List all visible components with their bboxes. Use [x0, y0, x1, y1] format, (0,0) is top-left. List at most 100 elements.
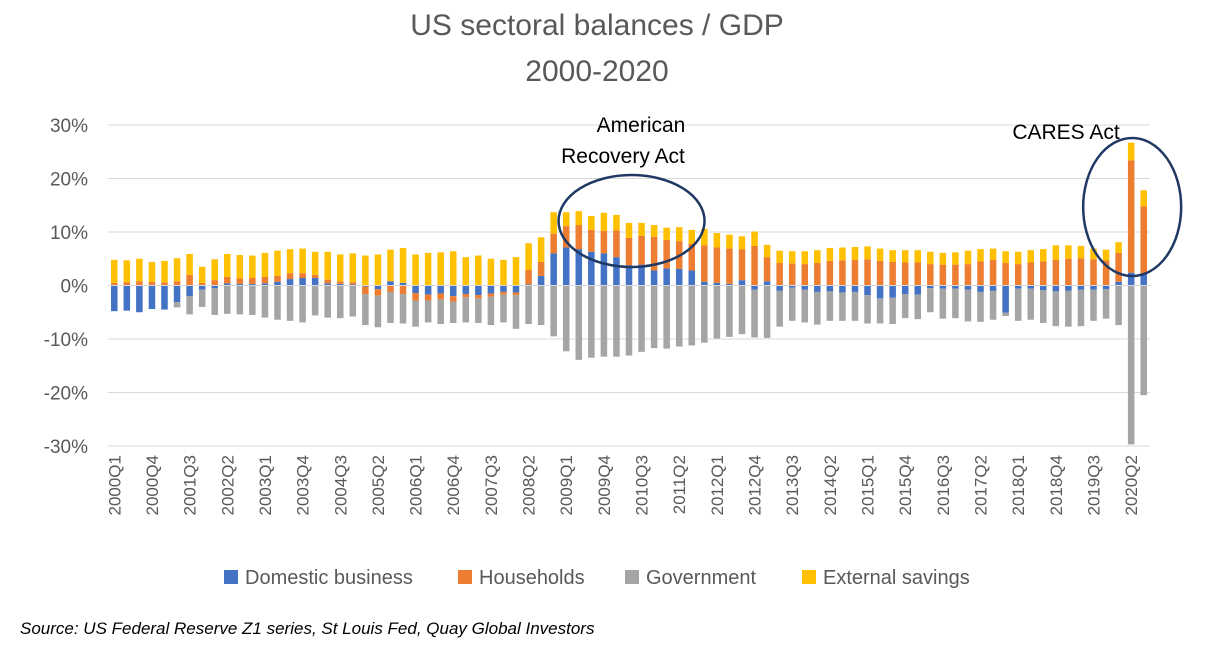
bar-households: [1102, 260, 1110, 286]
bar-households: [663, 240, 670, 269]
bar-households: [839, 260, 846, 286]
bar-external-savings: [939, 252, 947, 265]
bar-households: [136, 281, 143, 286]
bar-external-savings: [550, 212, 557, 234]
bar-domestic-business: [136, 285, 143, 313]
bar-domestic-business: [1052, 285, 1060, 292]
bar-households: [311, 274, 319, 279]
bar-domestic-business: [1014, 285, 1022, 289]
bar-government: [512, 295, 520, 329]
bar-households: [525, 269, 532, 285]
bar-domestic-business: [412, 285, 419, 293]
bar-external-savings: [562, 212, 570, 227]
bar-government: [336, 285, 344, 319]
bar-government: [864, 295, 871, 324]
bar-government: [801, 289, 809, 323]
bar-domestic-business: [424, 285, 432, 295]
bar-households: [299, 273, 306, 279]
x-tick-label: 2001Q3: [181, 455, 200, 516]
bar-government: [525, 285, 532, 325]
bar-external-savings: [537, 237, 545, 262]
bar-external-savings: [650, 225, 658, 237]
bar-government: [1077, 289, 1085, 327]
bar-external-savings: [362, 255, 369, 286]
annotations: American Recovery Act CARES Act: [557, 114, 1183, 278]
x-tick-label: 2003Q4: [294, 455, 313, 516]
bar-households: [1002, 263, 1009, 286]
bar-government: [901, 294, 909, 319]
bar-government: [575, 285, 583, 360]
bar-government: [550, 285, 557, 337]
bar-external-savings: [173, 258, 181, 282]
bar-government: [814, 291, 821, 325]
bar-domestic-business: [701, 281, 708, 286]
bar-external-savings: [512, 257, 520, 286]
bar-domestic-business: [625, 265, 633, 286]
bar-domestic-business: [801, 285, 809, 290]
bar-households: [713, 247, 721, 283]
x-tick-label: 2007Q3: [482, 455, 501, 516]
bar-domestic-business: [148, 285, 156, 310]
bar-government: [688, 285, 696, 346]
x-tick-label: 2009Q4: [595, 455, 614, 516]
bar-external-savings: [763, 244, 771, 258]
bar-households: [826, 260, 834, 286]
y-tick-label: 30%: [50, 116, 88, 137]
bar-external-savings: [738, 236, 746, 250]
bar-households: [161, 282, 168, 286]
bar-government: [826, 291, 834, 321]
bar-external-savings: [889, 250, 896, 262]
bar-households: [349, 282, 357, 285]
bar-external-savings: [236, 255, 244, 279]
bar-government: [600, 285, 608, 357]
legend: Domestic business Households Government Ext…: [224, 567, 970, 589]
y-tick-label: -20%: [44, 384, 88, 405]
legend-swatch-external-savings: [802, 570, 816, 584]
bar-government: [927, 288, 934, 313]
bar-domestic-business: [876, 285, 884, 299]
bar-government: [889, 297, 896, 325]
bar-domestic-business: [362, 285, 369, 287]
bar-households: [249, 278, 256, 284]
bar-government: [613, 285, 620, 357]
bar-households: [186, 274, 193, 286]
bar-external-savings: [286, 249, 294, 274]
bar-households: [1115, 252, 1122, 282]
bar-domestic-business: [1115, 281, 1122, 286]
annotation-ellipse-recovery-act: [557, 173, 706, 269]
bar-domestic-business: [927, 285, 934, 289]
bar-households: [336, 281, 344, 284]
bar-domestic-business: [186, 285, 193, 297]
bar-external-savings: [927, 251, 934, 265]
bar-government: [462, 297, 470, 323]
y-tick-label: -10%: [44, 330, 88, 351]
bar-households: [788, 263, 796, 286]
bar-domestic-business: [324, 283, 331, 286]
bar-external-savings: [111, 259, 118, 283]
x-tick-label: 2005Q2: [369, 455, 388, 516]
bar-external-savings: [487, 258, 495, 286]
bar-external-savings: [475, 255, 482, 286]
bar-households: [600, 230, 608, 254]
bar-households: [864, 259, 871, 286]
bar-households: [1127, 160, 1135, 273]
bar-domestic-business: [123, 285, 131, 311]
bar-households: [889, 261, 896, 286]
bar-external-savings: [387, 249, 394, 282]
bar-domestic-business: [161, 285, 168, 310]
bar-households: [412, 292, 419, 301]
bar-domestic-business: [336, 283, 344, 286]
bar-government: [1002, 312, 1009, 316]
chart-subtitle: 2000-2020: [525, 55, 668, 88]
bar-domestic-business: [1090, 285, 1097, 290]
bar-external-savings: [412, 254, 419, 286]
legend-label-government: Government: [646, 567, 756, 589]
x-tick-label: 2008Q2: [520, 455, 539, 516]
bar-external-savings: [1052, 245, 1060, 260]
bar-external-savings: [161, 260, 168, 283]
bar-domestic-business: [1027, 285, 1034, 289]
bar-domestic-business: [814, 285, 821, 292]
bar-government: [500, 294, 507, 323]
bar-government: [914, 294, 922, 320]
bar-domestic-business: [776, 285, 783, 291]
